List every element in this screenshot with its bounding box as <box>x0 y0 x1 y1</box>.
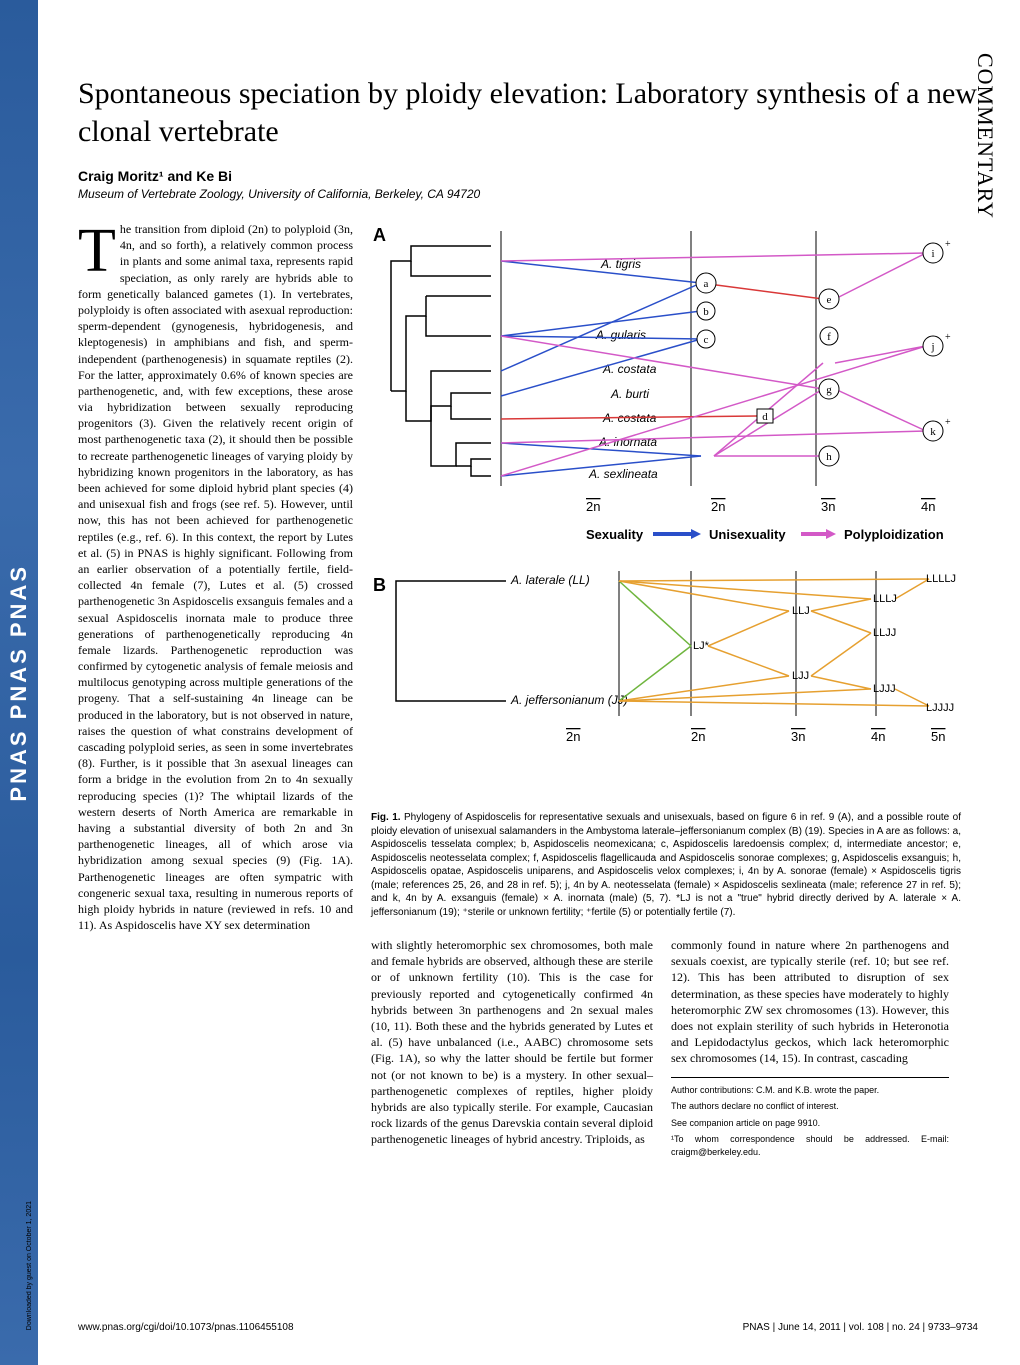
article-title: Spontaneous speciation by ploidy elevati… <box>78 75 978 150</box>
sidebar-text: PNAS PNAS PNAS <box>6 564 32 802</box>
note-3: See companion article on page 9910. <box>671 1117 949 1130</box>
svg-text:f: f <box>827 331 831 343</box>
svg-text:i: i <box>931 248 934 260</box>
lower-columns: with slightly heteromorphic sex chromoso… <box>371 937 961 1158</box>
journal-sidebar: PNAS PNAS PNAS <box>0 0 38 1365</box>
svg-text:LJJJ: LJJJ <box>873 683 896 695</box>
panel-b-ploidy: 2n 2n 3n 4n 5n <box>566 729 945 744</box>
column-3: commonly found in nature where 2n parthe… <box>671 937 949 1158</box>
svg-text:Unisexuality: Unisexuality <box>709 527 786 542</box>
svg-text:A. gularis: A. gularis <box>595 328 646 342</box>
panel-b-tree <box>396 581 506 701</box>
panel-a-tips: A. tigris A. gularis A. costata A. burti… <box>588 257 658 481</box>
note-1: Author contributions: C.M. and K.B. wrot… <box>671 1084 949 1097</box>
fig-text: Phylogeny of Aspidoscelis for representa… <box>371 812 961 918</box>
svg-text:2n: 2n <box>691 729 705 744</box>
svg-text:j: j <box>930 341 934 353</box>
svg-text:A. laterale (LL): A. laterale (LL) <box>510 573 590 587</box>
svg-text:3n: 3n <box>821 499 835 514</box>
svg-text:a: a <box>704 278 709 290</box>
svg-text:b: b <box>703 306 709 318</box>
svg-text:LLLLJ: LLLLJ <box>926 573 956 585</box>
svg-text:h: h <box>826 451 832 463</box>
note-4: ¹To whom correspondence should be addres… <box>671 1133 949 1158</box>
svg-text:2n: 2n <box>566 729 580 744</box>
article-content: Spontaneous speciation by ploidy elevati… <box>78 75 978 1158</box>
svg-text:g: g <box>826 384 832 396</box>
note-2: The authors declare no conflict of inter… <box>671 1100 949 1113</box>
svg-text:LLLJ: LLLJ <box>873 593 897 605</box>
svg-text:2n: 2n <box>711 499 725 514</box>
article-affiliation: Museum of Vertebrate Zoology, University… <box>78 187 978 201</box>
panel-a-ploidy: 2n 2n 3n 4n <box>586 499 935 514</box>
svg-text:LJJJJ: LJJJJ <box>926 702 954 714</box>
svg-text:2n: 2n <box>586 499 600 514</box>
right-column-group: A <box>371 221 961 1158</box>
svg-text:Sexuality: Sexuality <box>586 527 644 542</box>
svg-text:4n: 4n <box>921 499 935 514</box>
download-note: Downloaded by guest on October 1, 2021 <box>26 1201 33 1330</box>
footer-citation: PNAS | June 14, 2011 | vol. 108 | no. 24… <box>743 1322 978 1333</box>
page-footer: www.pnas.org/cgi/doi/10.1073/pnas.110645… <box>78 1322 978 1333</box>
svg-text:Polyploidization: Polyploidization <box>844 527 944 542</box>
col3-text: commonly found in nature where 2n parthe… <box>671 937 949 1067</box>
svg-text:A. sexlineata: A. sexlineata <box>588 467 658 481</box>
svg-text:+: + <box>945 417 951 428</box>
footer-doi: www.pnas.org/cgi/doi/10.1073/pnas.110645… <box>78 1322 294 1333</box>
svg-text:e: e <box>827 294 832 306</box>
svg-text:LJ*: LJ* <box>693 640 710 652</box>
svg-text:A. burti: A. burti <box>610 387 649 401</box>
svg-text:4n: 4n <box>871 729 885 744</box>
svg-text:3n: 3n <box>791 729 805 744</box>
svg-text:+: + <box>945 239 951 250</box>
panel-a-tree <box>391 246 491 476</box>
panel-a-legend: Sexuality Unisexuality Polyploidization <box>586 527 944 542</box>
svg-text:+: + <box>945 332 951 343</box>
svg-text:k: k <box>930 426 936 438</box>
body-columns: The transition from diploid (2n) to poly… <box>78 221 978 1158</box>
figure-1: A <box>371 221 961 803</box>
svg-text:5n: 5n <box>931 729 945 744</box>
panel-a-vlines <box>501 231 816 486</box>
panel-a-label: A <box>373 225 386 245</box>
svg-text:A. jeffersonianum (JJ): A. jeffersonianum (JJ) <box>510 693 628 707</box>
article-authors: Craig Moritz¹ and Ke Bi <box>78 168 978 184</box>
panel-b-tips: A. laterale (LL) A. jeffersonianum (JJ) <box>510 573 628 707</box>
svg-text:LLJJ: LLJJ <box>873 627 896 639</box>
fig-lead: Fig. 1. <box>371 812 401 823</box>
svg-text:LLJ: LLJ <box>792 605 810 617</box>
column-2: with slightly heteromorphic sex chromoso… <box>371 937 653 1158</box>
panel-b-labels: LJ* LLJ LJJ LLLJ LLJJ LJJJ LLLLJ LJJJJ <box>693 573 956 714</box>
svg-text:d: d <box>762 411 768 423</box>
svg-text:c: c <box>704 334 709 346</box>
svg-text:LJJ: LJJ <box>792 670 809 682</box>
column-1: The transition from diploid (2n) to poly… <box>78 221 353 1158</box>
panel-b-label: B <box>373 575 386 595</box>
author-notes: Author contributions: C.M. and K.B. wrot… <box>671 1077 949 1159</box>
figure-caption: Fig. 1. Phylogeny of Aspidoscelis for re… <box>371 811 961 919</box>
